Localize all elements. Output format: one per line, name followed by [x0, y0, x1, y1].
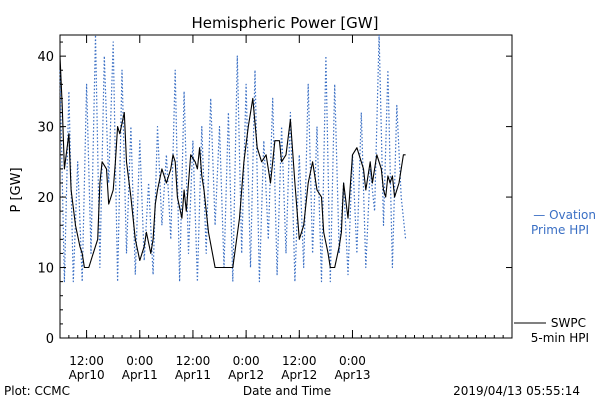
x-tick-date-label: Apr11 — [122, 368, 158, 382]
x-tick-date-label: Apr13 — [334, 368, 370, 382]
x-tick-date-label: Apr12 — [228, 368, 264, 382]
y-tick-label: 0 — [46, 332, 54, 347]
series-line-ovation — [59, 34, 407, 283]
x-tick-date-label: Apr10 — [69, 368, 105, 382]
x-axis-label: Date and Time — [243, 384, 331, 398]
x-tick-time-label: 0:00 — [339, 354, 366, 368]
y-axis-label: P [GW] — [9, 167, 24, 212]
x-tick-time-label: 12:00 — [69, 354, 104, 368]
x-axis: 12:00Apr100:00Apr1112:00Apr110:00Apr1212… — [59, 35, 513, 382]
y-axis: 0 10 20 30 40 — [37, 41, 512, 347]
legend-swpc-line2: 5-min HPI — [531, 331, 589, 345]
legend-ovation-line1: — Ovation — [533, 208, 596, 222]
chart-title: Hemispheric Power [GW] — [192, 14, 379, 32]
x-tick-time-label: 0:00 — [233, 354, 260, 368]
y-tick-label: 20 — [37, 191, 54, 206]
plot-area — [59, 34, 513, 339]
plot-frame — [59, 34, 513, 339]
footer-left: Plot: CCMC — [4, 384, 70, 398]
footer-timestamp: 2019/04/13 05:55:14 — [453, 384, 580, 398]
x-tick-date-label: Apr12 — [281, 368, 317, 382]
legend-swpc-line1: SWPC — [551, 316, 586, 330]
x-tick-date-label: Apr11 — [175, 368, 211, 382]
x-tick-time-label: 12:00 — [282, 354, 317, 368]
y-tick-label: 30 — [37, 121, 54, 136]
series-lines — [59, 34, 407, 283]
y-tick-label: 40 — [37, 50, 54, 65]
y-tick-label: 10 — [37, 262, 54, 277]
x-tick-time-label: 0:00 — [126, 354, 153, 368]
legend-ovation-line2: Prime HPI — [531, 223, 589, 237]
x-tick-time-label: 12:00 — [176, 354, 211, 368]
series-line-swpc — [59, 56, 406, 269]
